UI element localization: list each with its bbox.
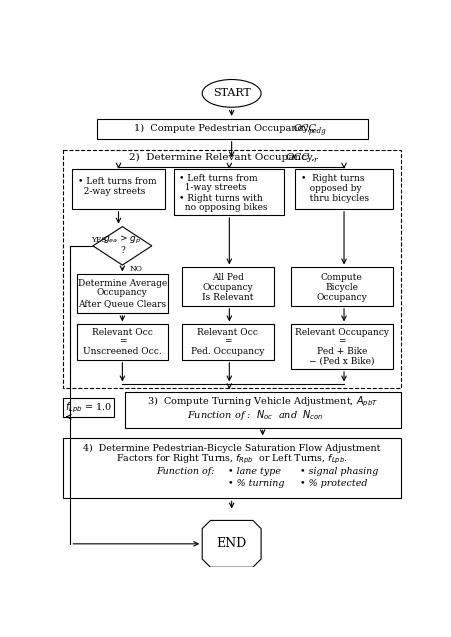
Text: • lane type: • lane type: [227, 467, 280, 476]
Bar: [174, 169, 284, 215]
Text: OCC: OCC: [285, 153, 309, 162]
Text: END: END: [216, 538, 246, 550]
Text: =: =: [118, 338, 126, 347]
Bar: [97, 118, 367, 139]
Text: 2-way streets: 2-way streets: [78, 187, 145, 196]
Text: • Right turns with: • Right turns with: [179, 194, 262, 203]
Text: Unscreened Occ.: Unscreened Occ.: [83, 347, 161, 356]
Text: • Left turns from: • Left turns from: [78, 176, 156, 185]
Ellipse shape: [202, 80, 261, 107]
Text: 1-way streets: 1-way streets: [179, 183, 246, 192]
Text: 3)  Compute Turning Vehicle Adjustment, $\mathit{A}_{pbT}$: 3) Compute Turning Vehicle Adjustment, $…: [147, 395, 377, 410]
Text: Occupancy: Occupancy: [97, 289, 147, 297]
Bar: [77, 275, 168, 313]
Bar: [182, 324, 273, 360]
Text: OCC: OCC: [293, 124, 316, 133]
Text: =: =: [224, 338, 231, 347]
Text: Occupancy: Occupancy: [316, 293, 366, 302]
Text: Determine Average: Determine Average: [78, 279, 166, 288]
Text: − (Ped x Bike): − (Ped x Bike): [308, 356, 373, 365]
Bar: [290, 268, 392, 306]
Text: YES: YES: [91, 236, 107, 244]
Text: Bicycle: Bicycle: [324, 283, 357, 292]
Bar: [295, 169, 392, 209]
Text: Occupancy: Occupancy: [202, 283, 253, 292]
Text: NO: NO: [129, 265, 143, 273]
Text: =: =: [337, 338, 345, 347]
Text: 1)  Compute Pedestrian Occupancy,: 1) Compute Pedestrian Occupancy,: [134, 124, 313, 133]
Text: Factors for Right Turns, $f_{Rpb}$  or Left Turns, $f_{Lpb}$.: Factors for Right Turns, $f_{Rpb}$ or Le…: [115, 452, 347, 466]
Text: All Ped: All Ped: [212, 273, 243, 282]
Text: Relevant Occ: Relevant Occ: [92, 328, 152, 338]
Text: pedg: pedg: [308, 127, 326, 135]
Text: • signal phasing: • signal phasing: [299, 467, 377, 476]
Text: Function of:: Function of:: [156, 467, 214, 476]
Text: $g_{ea}$ > $g_p$: $g_{ea}$ > $g_p$: [103, 234, 141, 247]
Text: Ped. Occupancy: Ped. Occupancy: [191, 347, 264, 356]
Text: Compute: Compute: [320, 273, 362, 282]
Text: • % protected: • % protected: [299, 479, 367, 489]
Text: opposed by: opposed by: [301, 184, 361, 194]
Text: thru bicycles: thru bicycles: [301, 194, 369, 203]
Text: After Queue Clears: After Queue Clears: [78, 299, 166, 308]
Bar: [124, 392, 400, 427]
Text: Function of :  $\mathit{N}_{oc}$  and  $\mathit{N}_{con}$: Function of : $\mathit{N}_{oc}$ and $\ma…: [186, 408, 322, 422]
Text: 2)  Determine Relevant Occupancy,: 2) Determine Relevant Occupancy,: [129, 153, 318, 162]
Polygon shape: [202, 520, 261, 567]
Text: r: r: [313, 155, 316, 164]
Text: Relevant Occ: Relevant Occ: [197, 328, 258, 338]
Bar: [77, 324, 168, 360]
Bar: [63, 438, 400, 498]
Bar: [63, 150, 400, 389]
Text: no opposing bikes: no opposing bikes: [179, 203, 267, 212]
Text: ?: ?: [120, 246, 124, 255]
Text: Is Relevant: Is Relevant: [202, 293, 253, 302]
Bar: [72, 169, 165, 209]
Text: START: START: [212, 89, 250, 98]
Text: $f_{Lpb}$ = 1.0: $f_{Lpb}$ = 1.0: [64, 400, 112, 415]
Polygon shape: [93, 227, 152, 265]
Text: Ped + Bike: Ped + Bike: [316, 347, 366, 356]
Text: 4)  Determine Pedestrian-Bicycle Saturation Flow Adjustment: 4) Determine Pedestrian-Bicycle Saturati…: [83, 444, 379, 453]
Text: Relevant Occupancy: Relevant Occupancy: [294, 328, 388, 338]
Text: • Left turns from: • Left turns from: [179, 173, 257, 183]
Bar: [63, 398, 114, 417]
Text: •  Right turns: • Right turns: [301, 175, 364, 183]
Text: • % turning: • % turning: [227, 479, 284, 489]
Bar: [290, 324, 392, 369]
Bar: [182, 268, 273, 306]
